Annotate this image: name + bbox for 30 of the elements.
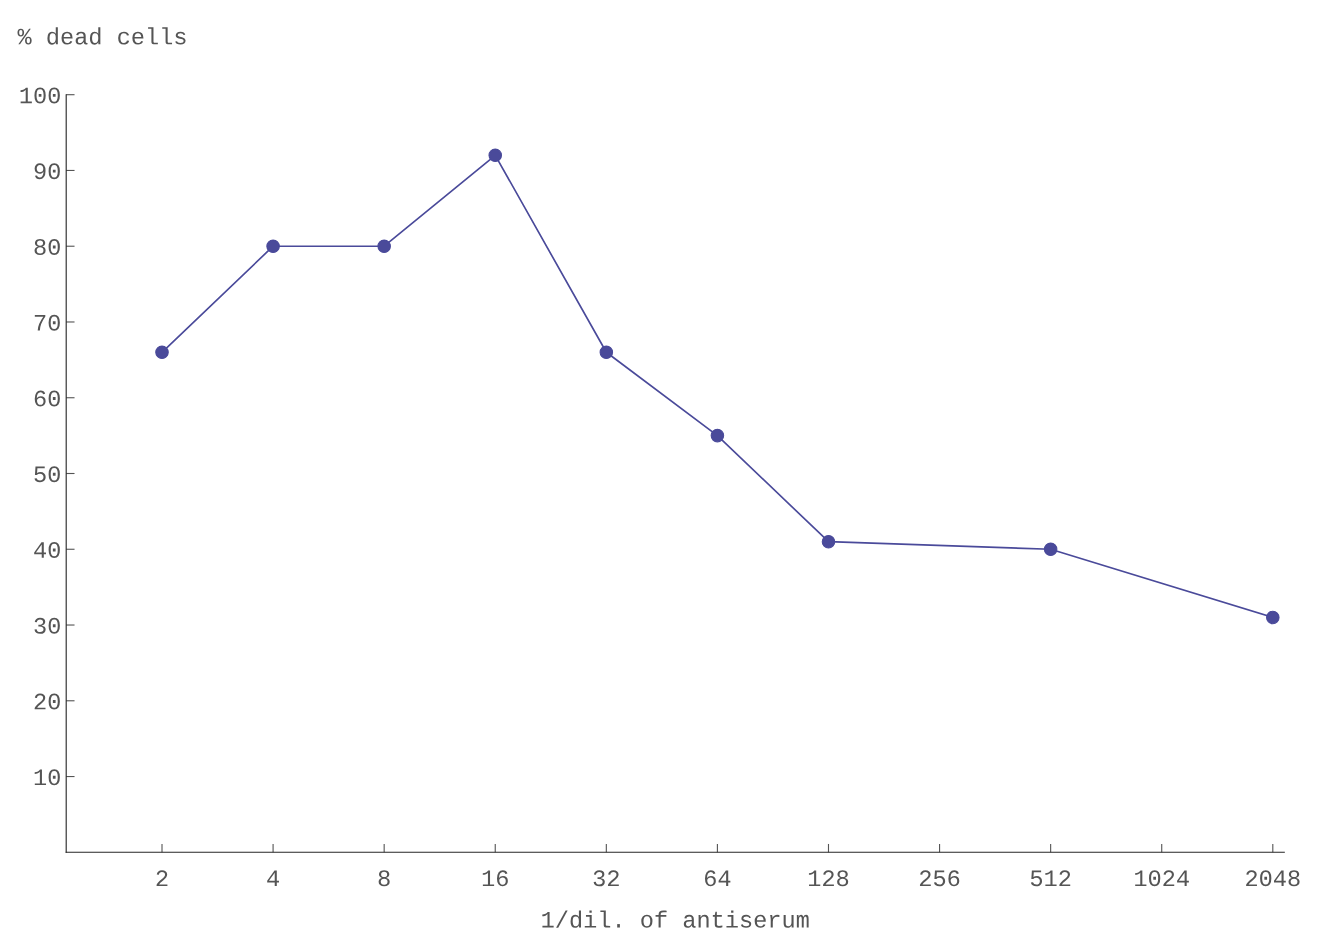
point [488,148,503,163]
x-tick-label: 2048 [1246,870,1300,887]
y-tick-label: 80 [34,238,60,256]
point [710,428,725,443]
x-tick-label: 512 [1030,870,1071,887]
x-tick-label: 256 [919,870,960,887]
x-tick-label: 128 [808,870,849,887]
x-tick-label: 32 [593,870,619,887]
y-tick-label: 100 [20,87,60,104]
x-tick-label: 16 [482,870,508,887]
y-tick-label: 60 [34,390,60,407]
y-tick-label: 40 [34,542,60,559]
point [821,534,836,549]
y-tick-label: 30 [34,617,60,634]
y-tick-label: 70 [34,314,60,331]
x-tick-label: 64 [704,870,731,887]
point [599,345,614,360]
y-tick-label: 50 [34,466,60,483]
y-axis-title: % dead cells [17,27,186,45]
x-tick-label: 1024 [1135,870,1189,887]
point [377,239,391,253]
y-tick-label: 10 [34,769,60,786]
y-tick-label: 90 [34,163,60,180]
x-tick-label: 8 [378,870,390,887]
point [266,239,280,253]
point [155,345,169,360]
y-tick-label: 20 [34,693,60,710]
x-tick-label: 4 [267,870,279,887]
x-tick-label: 2 [156,870,168,887]
x-axis-title: 1/dil. of antiserum [542,910,809,928]
